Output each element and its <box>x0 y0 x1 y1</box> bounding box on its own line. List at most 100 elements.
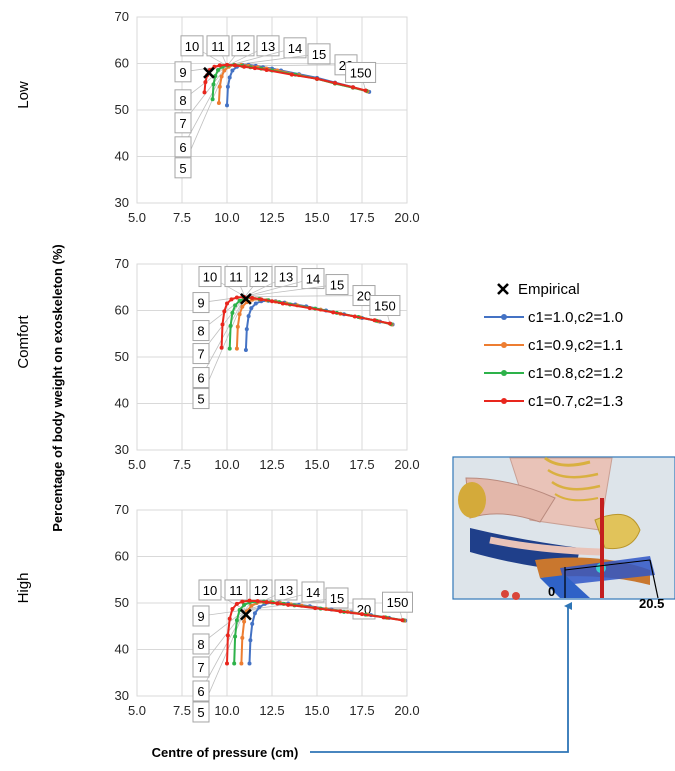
series-point <box>237 312 242 317</box>
callout-box <box>301 268 325 290</box>
series-point <box>252 611 257 616</box>
series-point <box>264 68 269 73</box>
series-point <box>331 310 336 315</box>
legend-empirical <box>497 283 509 295</box>
series-point <box>289 72 294 77</box>
series-point <box>202 90 207 95</box>
series-point <box>250 621 255 626</box>
series-point <box>240 599 245 604</box>
y-tick-label: 70 <box>115 256 129 271</box>
callout-box <box>174 112 192 134</box>
callout-box <box>224 266 248 288</box>
series-point <box>203 80 208 85</box>
callout-label: 150 <box>374 299 396 314</box>
series-point <box>246 314 251 319</box>
callout-label: 7 <box>197 347 204 362</box>
y-tick-label: 50 <box>115 349 129 364</box>
x-tick-label: 10.0 <box>214 210 239 225</box>
series-point <box>275 601 280 606</box>
series-point <box>259 297 264 302</box>
series-point <box>247 598 252 603</box>
callout-label: 5 <box>197 705 204 720</box>
callout-box <box>198 579 222 601</box>
callout-label: 10 <box>203 270 217 285</box>
callout-box <box>325 587 349 609</box>
callout-box <box>369 295 401 317</box>
empirical-marker <box>203 66 215 79</box>
legend-label: c1=0.8,c2=1.2 <box>528 365 623 382</box>
y-tick-label: 60 <box>115 56 129 71</box>
callout-label: 8 <box>197 324 204 339</box>
series-line <box>226 599 403 664</box>
series-point <box>313 606 318 611</box>
callout-box <box>192 605 210 627</box>
callout-box <box>206 35 230 57</box>
callout-box <box>198 266 222 288</box>
series-point <box>225 62 229 67</box>
x-tick-label: 10.0 <box>214 457 239 472</box>
x-tick-label: 7.5 <box>173 703 191 718</box>
callout-label: 14 <box>306 585 320 600</box>
callout-box <box>256 35 280 57</box>
callout-label: 9 <box>197 296 204 311</box>
y-tick-label: 60 <box>115 549 129 564</box>
callout-label: 14 <box>288 41 302 56</box>
series-point <box>235 324 240 329</box>
series-point <box>219 74 224 79</box>
callout-box <box>283 37 307 59</box>
callout-label: 7 <box>179 116 186 131</box>
x-tick-label: 12.5 <box>259 457 284 472</box>
series-point <box>247 661 252 666</box>
series-point <box>264 600 269 605</box>
callout-box <box>192 343 210 365</box>
callout-label: 11 <box>229 270 243 285</box>
series-point <box>227 346 232 351</box>
x-tick-label: 7.5 <box>173 210 191 225</box>
inset-figure-illustration <box>454 456 674 600</box>
series-point <box>216 101 221 106</box>
series-point <box>229 297 234 302</box>
callout-label: 150 <box>387 595 409 610</box>
series-point <box>250 295 255 300</box>
series-point <box>400 618 405 623</box>
panel-label: Low <box>15 81 32 109</box>
callout-box <box>174 61 192 83</box>
callout-label: 150 <box>350 65 372 80</box>
callout-label: 12 <box>254 583 268 598</box>
series-point <box>338 609 343 614</box>
callout-box <box>192 292 210 314</box>
series-point <box>257 605 262 610</box>
inset-photo: 0 20.5 <box>452 456 675 611</box>
x-axis-title: Centre of pressure (cm) <box>152 745 299 760</box>
series-point <box>211 82 216 87</box>
series-point <box>270 299 274 304</box>
callout-box <box>231 35 255 57</box>
inset-scale-start: 0 <box>548 584 555 599</box>
legend: Empirical c1=1.0,c2=1.0 c1=0.9,c2=1.1 c1=0.… <box>484 281 623 410</box>
series-point <box>227 75 232 80</box>
legend-label: c1=0.7,c2=1.3 <box>528 393 623 410</box>
callout-label: 15 <box>330 278 344 293</box>
x-tick-label: 5.0 <box>128 457 146 472</box>
connector-arrow <box>310 602 572 753</box>
series-point <box>286 602 291 607</box>
series-point <box>351 85 355 90</box>
series-point <box>249 603 254 608</box>
callout-label: 5 <box>179 161 186 176</box>
series-point <box>219 345 224 350</box>
legend-series-1: c1=1.0,c2=1.0 <box>484 309 623 326</box>
callout-label: 9 <box>197 609 204 624</box>
x-tick-label: 20.0 <box>394 703 419 718</box>
callout-label: 15 <box>330 591 344 606</box>
callout-box <box>192 388 210 410</box>
callout-box <box>274 579 298 601</box>
legend-label: Empirical <box>518 281 580 298</box>
x-tick-label: 5.0 <box>128 210 146 225</box>
y-tick-label: 60 <box>115 303 129 318</box>
callout-box <box>174 136 192 158</box>
series-point <box>242 619 247 624</box>
callout-label: 8 <box>197 637 204 652</box>
series-point <box>381 615 386 620</box>
callout-label: 6 <box>197 684 204 699</box>
callout-label: 6 <box>197 371 204 386</box>
